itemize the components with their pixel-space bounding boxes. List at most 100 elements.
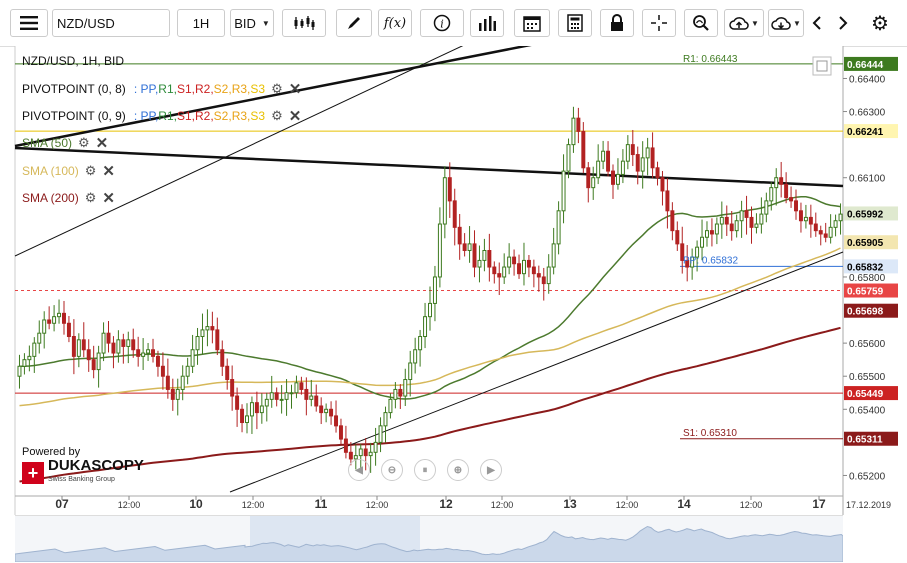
price-label: 0.65992 xyxy=(844,206,898,221)
candle-body xyxy=(502,266,507,278)
candle-body xyxy=(517,263,522,275)
y-tick-label: 0.66400 xyxy=(849,74,886,85)
crosshair-button[interactable] xyxy=(642,9,676,37)
candle-body xyxy=(363,448,368,457)
zoom-in-icon: ⊕ xyxy=(453,464,463,476)
candle-body xyxy=(675,230,680,245)
info-icon: i xyxy=(433,14,451,32)
candle-body xyxy=(838,213,843,222)
scroll-left-button[interactable] xyxy=(806,9,828,37)
settings-button[interactable]: ⚙ xyxy=(866,9,894,37)
candle-body xyxy=(586,167,591,189)
candle-body xyxy=(121,339,126,347)
price-chart[interactable]: 0.66400 0.66300 0.66100 0.65800 0.65600 0.655… xyxy=(0,46,907,515)
info-button[interactable]: i xyxy=(420,9,464,37)
close-icon[interactable]: ✕ xyxy=(95,135,109,152)
candle-body xyxy=(739,210,744,222)
candle-body xyxy=(611,170,615,185)
upload-button[interactable]: ▼ xyxy=(724,9,764,37)
candle-body xyxy=(714,223,719,235)
symbol-select[interactable]: NZD/USD xyxy=(52,9,170,37)
legend-pivot-8-name: PIVOTPOINT (0, 8) xyxy=(22,82,126,96)
crosshair-icon xyxy=(651,15,667,31)
candle-body xyxy=(823,233,828,238)
candle-body xyxy=(635,154,640,172)
candle-body xyxy=(665,190,670,212)
candle-body xyxy=(487,249,492,268)
fullscreen-button[interactable] xyxy=(812,56,832,76)
bar-chart-icon xyxy=(479,16,496,31)
close-icon[interactable]: ✕ xyxy=(102,190,115,207)
scroll-forward-button[interactable]: ▶ xyxy=(480,459,502,481)
scroll-back-button[interactable]: ◀ xyxy=(348,459,370,481)
candle-body xyxy=(235,395,240,410)
menu-button[interactable] xyxy=(10,9,48,37)
bar-chart-button[interactable] xyxy=(470,9,504,37)
price-label-text: 0.66241 xyxy=(847,127,884,138)
zoom-in-button[interactable]: ⊕ xyxy=(447,459,469,481)
legend-s2: S2, xyxy=(213,82,232,96)
candle-body xyxy=(437,223,442,278)
x-tick-label: 17 xyxy=(812,497,826,511)
legend-s1: S1, xyxy=(176,109,195,123)
gear-icon[interactable]: ⚙ xyxy=(271,108,283,123)
gear-icon[interactable]: ⚙ xyxy=(78,135,90,150)
navigator-strip[interactable] xyxy=(15,515,843,562)
reset-button[interactable]: ⏸ xyxy=(414,459,436,481)
calculator-button[interactable] xyxy=(558,9,592,37)
candle-body xyxy=(576,117,581,132)
zoom-button[interactable] xyxy=(684,9,718,37)
gear-icon[interactable]: ⚙ xyxy=(84,190,97,205)
timeframe-label: 1H xyxy=(192,15,210,31)
gear-icon[interactable]: ⚙ xyxy=(84,163,97,178)
candle-body xyxy=(393,388,398,400)
gear-icon[interactable]: ⚙ xyxy=(271,81,283,96)
candle-body xyxy=(546,266,551,285)
scroll-right-button[interactable] xyxy=(832,9,854,37)
candle-body xyxy=(329,408,334,417)
candle-body xyxy=(709,230,714,235)
candle-body xyxy=(724,216,729,225)
lock-button[interactable] xyxy=(600,9,634,37)
candle-body xyxy=(17,365,22,377)
candle-body xyxy=(249,402,254,417)
candle-body xyxy=(690,256,695,268)
calendar-icon xyxy=(523,16,541,32)
candle-body xyxy=(353,455,358,460)
play-right-icon: ▶ xyxy=(487,464,495,476)
price-label-bg xyxy=(844,386,898,401)
candle-body xyxy=(42,319,47,334)
price-type-select[interactable]: BID ▼ xyxy=(230,9,274,37)
candle-body xyxy=(571,117,576,146)
x-tick-label: 10 xyxy=(189,497,203,511)
close-icon[interactable]: ✕ xyxy=(102,163,115,180)
timeframe-select[interactable]: 1H xyxy=(177,9,225,37)
calendar-button[interactable] xyxy=(514,9,550,37)
download-button[interactable]: ▼ xyxy=(768,9,804,37)
candle-body xyxy=(442,177,447,225)
pp-annotation: PP: 0.65832 xyxy=(683,255,738,266)
chart-type-button[interactable] xyxy=(282,9,326,37)
price-label-bg xyxy=(844,303,898,318)
candle-body xyxy=(729,223,734,232)
candle-body xyxy=(289,392,294,395)
candle-body xyxy=(215,329,220,351)
chart-title: NZD/USD, 1H, BID xyxy=(22,54,124,68)
candle-body xyxy=(190,349,195,367)
channel-line-upper xyxy=(14,46,464,257)
legend-r2: R2, xyxy=(194,82,214,96)
candle-body xyxy=(225,365,230,381)
close-icon[interactable]: ✕ xyxy=(288,108,302,125)
close-icon[interactable]: ✕ xyxy=(288,81,302,98)
candle-body xyxy=(497,273,502,278)
indicators-button[interactable]: f(x) xyxy=(378,9,412,37)
price-label: 0.65698 xyxy=(844,303,898,318)
candle-body xyxy=(645,147,650,159)
price-label-bg xyxy=(844,431,898,446)
draw-tool-button[interactable] xyxy=(336,9,372,37)
candle-body xyxy=(779,177,784,185)
zoom-out-button[interactable]: ⊖ xyxy=(381,459,403,481)
candle-body xyxy=(477,259,482,268)
legend-sma-200-name: SMA (200) xyxy=(22,191,79,205)
candle-body xyxy=(378,425,383,443)
